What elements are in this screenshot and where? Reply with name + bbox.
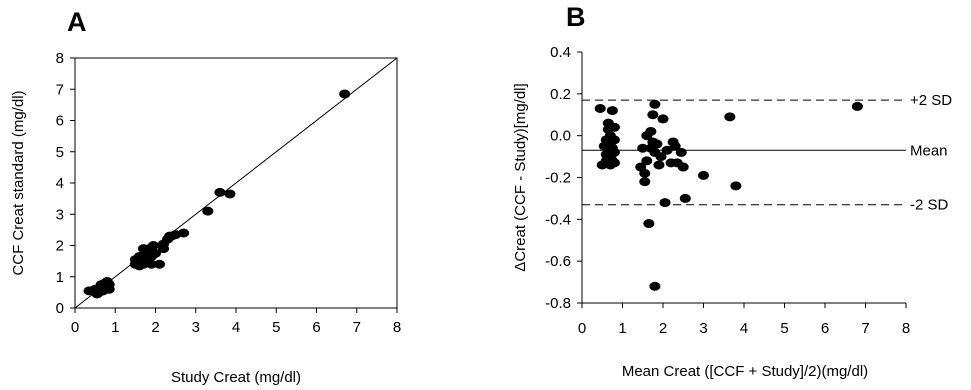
data-point	[649, 99, 661, 109]
y-tick-label: 6	[56, 113, 64, 130]
panel-a-y-axis-label: CCF Creat standard (mg/dl)	[10, 90, 27, 275]
panel-b-x-axis-label: Mean Creat ([CCF + Study]/2)(mg/dl)	[622, 363, 868, 380]
data-point	[675, 147, 687, 157]
y-tick-label: 7	[56, 81, 64, 98]
reference-line-label: -2 SD	[910, 197, 949, 214]
panel-a: A 0 1 2 3 4 5 6 7 8 0 1 2 3 4 5 6 7 8 Study Creat (mg/dl…	[10, 7, 401, 386]
x-tick-label: 5	[272, 319, 280, 336]
x-tick-label: 4	[740, 320, 748, 337]
y-tick-label: 8	[56, 50, 64, 67]
data-point	[724, 112, 736, 122]
panel-b: B 0 1 2 3 4 5 6 7 8 0.4 0.2 0.0 -0.2 -0.4 -0.6 -0.8 +2…	[512, 2, 952, 380]
data-point	[653, 160, 665, 170]
x-tick-label: 6	[821, 320, 829, 337]
data-point	[639, 177, 651, 187]
data-point	[649, 281, 661, 291]
data-point	[643, 219, 655, 229]
y-tick-label: 0.4	[550, 44, 571, 61]
y-tick-label: -0.6	[545, 253, 571, 270]
data-point	[202, 206, 214, 216]
panel-a-x-axis-label: Study Creat (mg/dl)	[171, 369, 301, 386]
data-point	[657, 114, 669, 124]
data-point	[214, 187, 226, 197]
data-point	[158, 244, 170, 254]
x-tick-label: 1	[111, 319, 119, 336]
x-tick-label: 2	[659, 320, 667, 337]
panel-a-x-ticks: 0 1 2 3 4 5 6 7 8	[71, 308, 401, 336]
x-tick-label: 0	[578, 320, 586, 337]
panel-a-y-ticks: 0 1 2 3 4 5 6 7 8	[56, 50, 75, 317]
data-point	[339, 89, 351, 99]
data-point	[224, 189, 236, 199]
x-tick-label: 6	[312, 319, 320, 336]
data-point	[103, 284, 115, 294]
panel-a-letter: A	[67, 7, 87, 37]
panel-b-x-ticks: 0 1 2 3 4 5 6 7 8	[578, 303, 910, 337]
data-point	[645, 126, 657, 136]
x-tick-label: 2	[151, 319, 159, 336]
data-point	[639, 168, 651, 178]
panel-b-points	[594, 99, 863, 291]
data-point	[147, 241, 159, 250]
panel-a-points	[83, 89, 351, 299]
data-point	[655, 152, 667, 162]
data-point	[647, 110, 659, 120]
x-tick-label: 0	[71, 319, 79, 336]
y-tick-label: 5	[56, 144, 64, 161]
data-point	[651, 139, 663, 149]
y-tick-label: 0	[56, 300, 64, 317]
data-point	[730, 181, 742, 191]
x-tick-label: 7	[353, 319, 361, 336]
panel-b-y-axis-label: ΔCreat (CCF - Study)[mg/dl]	[512, 83, 529, 271]
x-tick-label: 3	[192, 319, 200, 336]
panel-a-identity-line	[74, 57, 398, 309]
data-point	[594, 103, 606, 113]
data-point	[608, 147, 620, 157]
y-tick-label: 1	[56, 269, 64, 286]
data-point	[669, 141, 681, 151]
data-point	[608, 158, 620, 168]
x-tick-label: 1	[618, 320, 626, 337]
data-point	[606, 106, 618, 116]
y-tick-label: 0.2	[550, 86, 571, 103]
x-tick-label: 8	[902, 320, 910, 337]
panel-b-letter: B	[566, 2, 586, 32]
x-tick-label: 5	[780, 320, 788, 337]
y-tick-label: -0.4	[545, 211, 571, 228]
x-tick-label: 4	[232, 319, 240, 336]
data-point	[150, 248, 161, 258]
reference-line-label: +2 SD	[910, 92, 952, 109]
y-tick-label: -0.8	[545, 295, 571, 312]
data-point	[659, 198, 671, 208]
data-point	[608, 122, 620, 132]
data-point	[698, 170, 709, 180]
data-point	[661, 145, 673, 155]
data-point	[851, 101, 863, 111]
y-tick-label: 3	[56, 206, 64, 223]
y-tick-label: -0.2	[545, 170, 571, 187]
panel-b-y-ticks: 0.4 0.2 0.0 -0.2 -0.4 -0.6 -0.8	[545, 44, 582, 312]
x-tick-label: 3	[699, 320, 707, 337]
data-point	[679, 193, 691, 203]
x-tick-label: 7	[861, 320, 869, 337]
y-tick-label: 2	[56, 238, 64, 255]
data-point	[154, 259, 166, 269]
data-point	[608, 135, 620, 145]
data-point	[637, 143, 649, 153]
data-point	[641, 156, 653, 166]
panel-b-reference-lines: +2 SD Mean -2 SD	[582, 92, 952, 214]
y-tick-label: 4	[56, 175, 64, 192]
data-point	[677, 162, 689, 172]
y-tick-label: 0.0	[550, 128, 571, 145]
panel-b-axes	[581, 52, 906, 304]
x-tick-label: 8	[393, 319, 401, 336]
reference-line-label: Mean	[910, 142, 948, 159]
data-point	[178, 228, 190, 238]
data-point	[145, 259, 157, 269]
